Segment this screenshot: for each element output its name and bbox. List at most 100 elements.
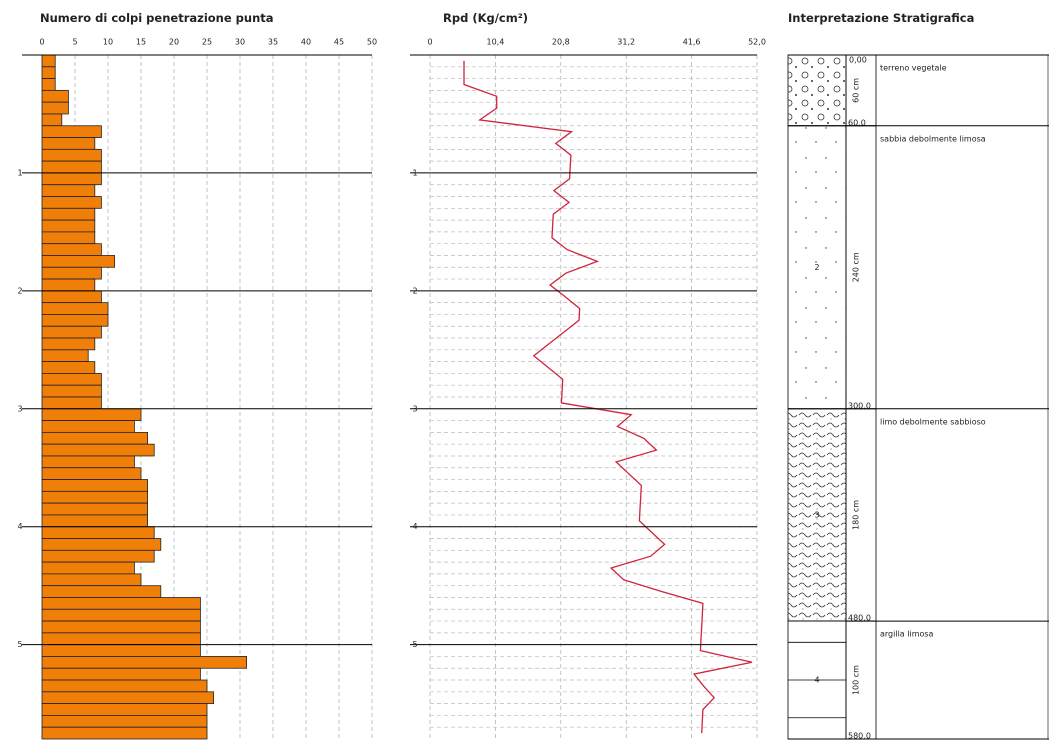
surface-label: 0,00 bbox=[849, 56, 867, 65]
layer-pattern bbox=[788, 55, 846, 126]
bar bbox=[42, 562, 134, 574]
bar bbox=[42, 102, 68, 114]
bar bbox=[42, 633, 200, 645]
bar bbox=[42, 680, 207, 692]
x-tick-label: 30 bbox=[235, 38, 245, 47]
bar bbox=[42, 149, 101, 161]
y-tick-label: 3 bbox=[412, 404, 417, 413]
panel-title: Interpretazione Stratigrafica bbox=[788, 11, 974, 25]
layer-thickness: 60 cm bbox=[852, 78, 861, 103]
thickness-cell bbox=[846, 621, 876, 739]
bar bbox=[42, 114, 62, 126]
panel-title: Rpd (Kg/cm²) bbox=[443, 11, 528, 25]
bar bbox=[42, 350, 88, 362]
x-tick-label: 35 bbox=[268, 38, 278, 47]
x-tick-label: 20,8 bbox=[552, 38, 570, 47]
x-tick-label: 0 bbox=[39, 38, 44, 47]
bar bbox=[42, 444, 154, 456]
y-tick-label: 1 bbox=[412, 168, 417, 177]
bar bbox=[42, 208, 95, 220]
bar bbox=[42, 373, 101, 385]
x-tick-label: 45 bbox=[334, 38, 344, 47]
x-tick-label: 41,6 bbox=[683, 38, 701, 47]
layer-description: argilla limosa bbox=[880, 630, 934, 639]
bar bbox=[42, 385, 101, 397]
layer-number: 4 bbox=[814, 676, 819, 685]
layer-bottom-label: 580,0 bbox=[848, 732, 871, 741]
bar bbox=[42, 621, 200, 633]
bar bbox=[42, 185, 95, 197]
x-tick-label: 15 bbox=[136, 38, 146, 47]
bar bbox=[42, 79, 55, 91]
bar bbox=[42, 432, 148, 444]
bar bbox=[42, 586, 161, 598]
bar bbox=[42, 421, 134, 433]
bar bbox=[42, 692, 214, 704]
bar bbox=[42, 303, 108, 315]
thickness-cell bbox=[846, 126, 876, 409]
bar bbox=[42, 90, 68, 102]
layer-thickness: 100 cm bbox=[852, 665, 861, 695]
bar bbox=[42, 338, 95, 350]
bar bbox=[42, 138, 95, 150]
bar bbox=[42, 656, 247, 668]
bar bbox=[42, 173, 101, 185]
bar bbox=[42, 279, 95, 291]
bar bbox=[42, 67, 55, 79]
panel-title: Numero di colpi penetrazione punta bbox=[40, 11, 274, 25]
x-tick-label: 20 bbox=[169, 38, 179, 47]
bar bbox=[42, 255, 115, 267]
y-tick-label: 5 bbox=[17, 640, 22, 649]
bar bbox=[42, 409, 141, 421]
bar bbox=[42, 362, 95, 374]
y-tick-label: 2 bbox=[412, 286, 417, 295]
bar bbox=[42, 480, 148, 492]
bar bbox=[42, 515, 148, 527]
x-tick-label: 5 bbox=[72, 38, 77, 47]
bar bbox=[42, 715, 207, 727]
x-tick-label: 0 bbox=[427, 38, 432, 47]
bar bbox=[42, 574, 141, 586]
bar bbox=[42, 727, 207, 739]
y-tick-label: 3 bbox=[17, 404, 22, 413]
bar bbox=[42, 645, 200, 657]
bar bbox=[42, 597, 200, 609]
bar bbox=[42, 468, 141, 480]
x-tick-label: 10,4 bbox=[486, 38, 504, 47]
bar bbox=[42, 267, 101, 279]
bar bbox=[42, 291, 101, 303]
x-tick-label: 25 bbox=[202, 38, 212, 47]
layer-description: limo debolmente sabbioso bbox=[880, 417, 986, 426]
layer-number: 2 bbox=[814, 263, 819, 272]
bar bbox=[42, 314, 108, 326]
bar bbox=[42, 232, 95, 244]
log-page: Numero di colpi penetrazione punta Rpd (… bbox=[0, 0, 1049, 742]
thickness-cell bbox=[846, 409, 876, 621]
bar bbox=[42, 220, 95, 232]
bar bbox=[42, 668, 200, 680]
bar bbox=[42, 326, 101, 338]
x-tick-label: 52,0 bbox=[748, 38, 766, 47]
y-tick-label: 2 bbox=[17, 286, 22, 295]
bar bbox=[42, 126, 101, 138]
layer-thickness: 240 cm bbox=[852, 252, 861, 282]
bar bbox=[42, 456, 134, 468]
bar bbox=[42, 197, 101, 209]
layer-description: terreno vegetale bbox=[880, 64, 947, 73]
bar bbox=[42, 244, 101, 256]
layer-description: sabbia debolmente limosa bbox=[880, 134, 986, 143]
bar bbox=[42, 609, 200, 621]
bar bbox=[42, 491, 148, 503]
x-tick-label: 31,2 bbox=[617, 38, 635, 47]
x-tick-label: 40 bbox=[301, 38, 311, 47]
x-tick-label: 50 bbox=[367, 38, 377, 47]
y-tick-label: 4 bbox=[412, 522, 417, 531]
bar bbox=[42, 527, 154, 539]
layer-thickness: 180 cm bbox=[852, 500, 861, 530]
y-tick-label: 1 bbox=[17, 168, 22, 177]
bar bbox=[42, 397, 101, 409]
bar bbox=[42, 55, 55, 67]
thickness-cell bbox=[846, 55, 876, 126]
layer-number: 3 bbox=[814, 510, 819, 519]
bar bbox=[42, 539, 161, 551]
